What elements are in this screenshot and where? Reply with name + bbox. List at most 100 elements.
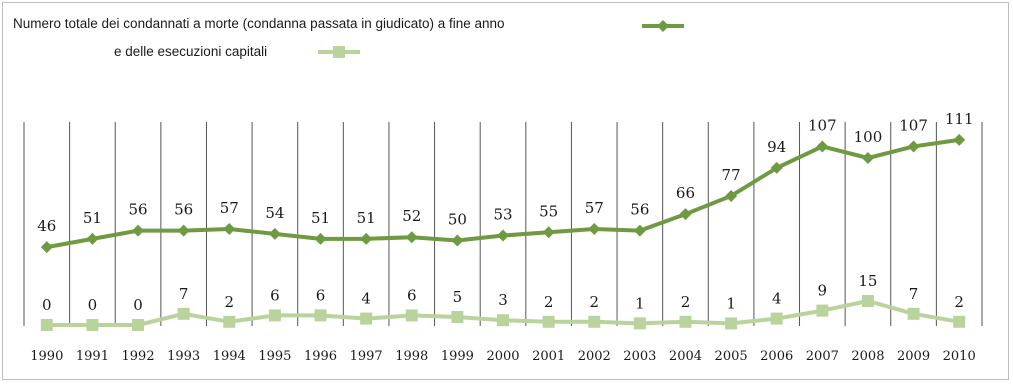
x-tick-label-1996: 1996 [304,349,337,364]
data-label-condannati-2000: 53 [493,206,512,224]
data-label-esecuzioni-1991: 0 [88,296,98,314]
x-tick-label-2007: 2007 [806,349,839,364]
point-esecuzioni-2001 [542,315,555,328]
point-condannati-2007 [816,140,829,153]
data-label-condannati-2006: 94 [767,138,786,156]
data-label-esecuzioni-1990: 0 [42,296,52,314]
point-condannati-2004 [679,208,692,221]
x-tick-label-1998: 1998 [395,349,428,364]
data-label-esecuzioni-1993: 7 [179,285,189,303]
x-tick-label-2001: 2001 [532,349,565,364]
x-tick-label-1992: 1992 [122,349,155,364]
point-esecuzioni-2002 [588,315,601,328]
point-esecuzioni-1999 [451,311,464,323]
point-esecuzioni-2008 [861,295,874,307]
point-condannati-1990 [40,241,53,254]
x-tick-label-1990: 1990 [30,349,63,364]
x-tick-label-2008: 2008 [851,349,884,364]
x-tick-label-1997: 1997 [350,349,383,364]
data-label-condannati-1992: 56 [129,201,148,219]
point-condannati-2005 [725,189,738,202]
data-label-esecuzioni-1996: 6 [316,286,326,304]
data-label-condannati-2009: 107 [899,116,928,134]
point-condannati-2009 [907,140,920,153]
data-label-condannati-1999: 50 [448,211,467,229]
data-label-condannati-1995: 54 [265,204,284,222]
x-tick-label-2003: 2003 [623,349,656,364]
x-tick-label-1993: 1993 [167,349,200,364]
data-label-esecuzioni-2003: 1 [635,294,645,312]
point-esecuzioni-1990 [40,319,53,331]
data-label-condannati-2007: 107 [808,116,837,134]
point-condannati-1997 [360,232,373,245]
point-condannati-2003 [633,224,646,237]
x-tick-label-2010: 2010 [943,349,976,364]
data-label-condannati-1997: 51 [357,209,376,227]
point-condannati-2010 [953,133,966,146]
x-tick-label-1995: 1995 [258,349,291,364]
point-condannati-1991 [86,232,99,245]
data-label-condannati-2003: 56 [630,201,649,219]
point-esecuzioni-1996 [314,309,327,322]
data-label-condannati-1990: 46 [37,217,56,235]
data-label-condannati-2001: 55 [539,202,558,220]
x-tick-label-2000: 2000 [486,349,519,364]
point-condannati-2000 [497,229,509,242]
point-condannati-1999 [451,234,464,247]
point-condannati-2001 [542,226,555,239]
data-label-esecuzioni-2008: 15 [858,272,877,290]
data-label-esecuzioni-2005: 1 [726,294,736,312]
data-label-condannati-2004: 66 [676,184,695,202]
x-tick-label-2005: 2005 [715,349,748,364]
point-esecuzioni-1997 [360,312,373,325]
point-condannati-1998 [405,231,418,244]
data-label-esecuzioni-2010: 2 [954,293,964,311]
x-tick-label-1994: 1994 [213,349,246,364]
point-esecuzioni-1995 [268,309,281,322]
point-condannati-1996 [314,232,327,245]
data-label-esecuzioni-1994: 2 [225,293,235,311]
data-label-esecuzioni-2006: 4 [772,290,782,308]
data-label-esecuzioni-1997: 4 [361,290,371,308]
legend-marker-condannati [642,20,684,32]
x-tick-label-2006: 2006 [760,349,793,364]
point-esecuzioni-2000 [497,314,509,327]
point-condannati-1992 [132,224,145,237]
legend-label-condannati: Numero totale dei condannati a morte (co… [13,16,505,31]
data-label-esecuzioni-2000: 3 [498,291,508,309]
point-condannati-1993 [177,224,190,237]
data-label-esecuzioni-1992: 0 [133,296,143,314]
data-label-condannati-2008: 100 [854,128,883,146]
point-condannati-1994 [223,222,236,235]
point-esecuzioni-2006 [770,312,783,325]
data-label-condannati-2005: 77 [722,166,741,184]
point-esecuzioni-1993 [177,307,190,320]
x-tick-label-2009: 2009 [897,349,930,364]
point-condannati-2006 [770,161,783,174]
point-esecuzioni-2003 [633,317,646,330]
data-label-esecuzioni-1999: 5 [453,288,463,306]
data-label-condannati-1991: 51 [83,209,102,227]
point-condannati-2008 [861,152,874,164]
x-tick-label-2004: 2004 [669,349,702,364]
point-esecuzioni-2010 [953,315,966,328]
point-esecuzioni-2007 [816,304,829,317]
data-label-esecuzioni-2007: 9 [818,282,828,300]
point-esecuzioni-1991 [86,319,99,331]
data-label-esecuzioni-1998: 6 [407,286,417,304]
data-label-condannati-1993: 56 [174,201,193,219]
x-tick-label-2002: 2002 [578,349,611,364]
point-esecuzioni-2009 [907,307,920,320]
data-label-esecuzioni-1995: 6 [270,286,280,304]
data-label-esecuzioni-2009: 7 [909,285,919,303]
point-esecuzioni-1994 [223,315,236,328]
data-label-esecuzioni-2002: 2 [589,293,599,311]
data-label-condannati-2002: 57 [585,199,604,217]
point-condannati-2002 [588,222,601,235]
point-esecuzioni-1998 [405,309,418,322]
x-tick-label-1999: 1999 [441,349,474,364]
point-esecuzioni-2005 [725,317,738,330]
point-condannati-1995 [268,227,281,240]
data-label-condannati-1994: 57 [220,199,239,217]
